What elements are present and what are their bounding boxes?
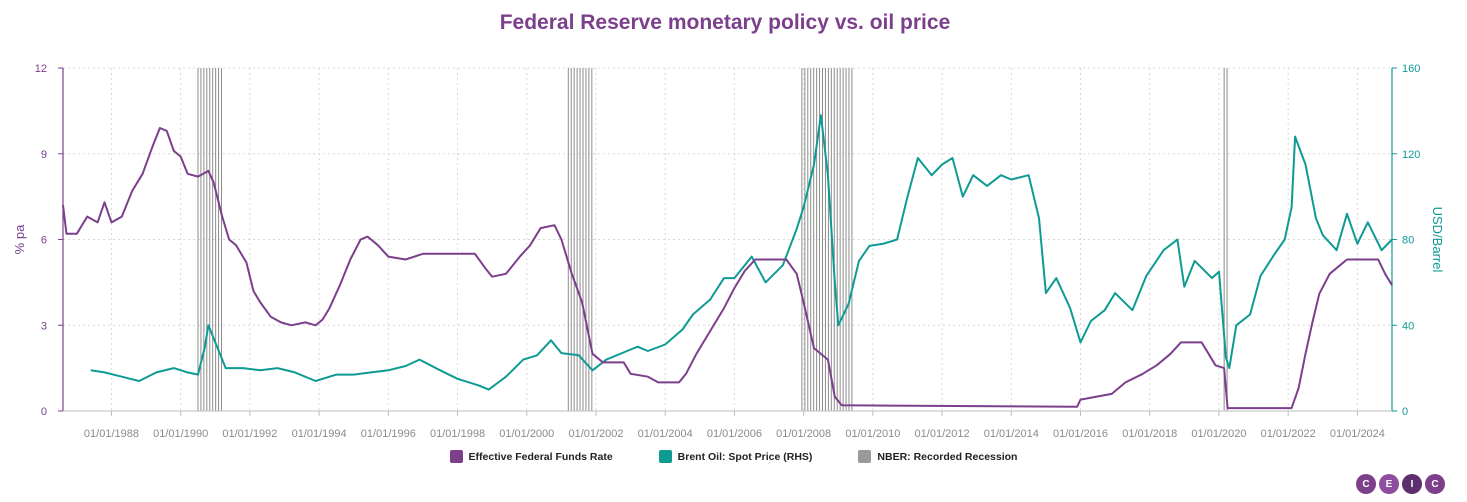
x-tick-label: 01/01/1990 [153, 428, 208, 440]
x-tick-label: 01/01/1992 [222, 428, 277, 440]
logo-letter: C [1356, 474, 1376, 494]
legend: Effective Federal Funds Rate Brent Oil: … [0, 450, 1467, 463]
legend-swatch-brent [658, 450, 672, 463]
y-tick-label-right: 120 [1402, 149, 1420, 161]
legend-item-fed-funds[interactable]: Effective Federal Funds Rate [449, 450, 613, 463]
x-tick-label: 01/01/1998 [430, 428, 485, 440]
x-tick-label: 01/01/1996 [361, 428, 416, 440]
legend-label-fed-funds: Effective Federal Funds Rate [468, 450, 613, 463]
y-tick-label-left: 3 [41, 320, 47, 332]
x-tick-label: 01/01/2008 [776, 428, 831, 440]
legend-swatch-fed-funds [449, 450, 463, 463]
x-tick-label: 01/01/2004 [638, 428, 693, 440]
x-tick-label: 01/01/1994 [292, 428, 347, 440]
logo-letter: E [1379, 474, 1399, 494]
ceic-logo: C E I C [1356, 474, 1445, 494]
logo-letter: I [1402, 474, 1422, 494]
x-tick-label: 01/01/2018 [1122, 428, 1177, 440]
fed-funds-rate-line [62, 127, 1393, 410]
logo-letter: C [1425, 474, 1445, 494]
y-tick-label-left: 6 [41, 235, 47, 247]
chart-title: Federal Reserve monetary policy vs. oil … [499, 11, 951, 34]
x-tick-label: 01/01/2012 [915, 428, 970, 440]
x-tick-label: 01/01/2002 [568, 428, 623, 440]
x-tick-label: 01/01/1988 [84, 428, 139, 440]
brent-oil-line [90, 114, 1393, 391]
x-tick-label: 01/01/2010 [845, 428, 900, 440]
x-tick-label: 01/01/2014 [984, 428, 1039, 440]
y-tick-label-left: 0 [41, 406, 47, 418]
x-tick-label: 01/01/2022 [1261, 428, 1316, 440]
y-axis-title-left: % pa [12, 224, 27, 254]
legend-item-brent[interactable]: Brent Oil: Spot Price (RHS) [658, 450, 813, 463]
y-tick-label-right: 160 [1402, 63, 1420, 75]
y-tick-label-left: 12 [35, 63, 47, 75]
x-tick-label: 01/01/2020 [1191, 428, 1246, 440]
y-axis-title-right: USD/Barrel [1430, 207, 1445, 273]
legend-item-recession[interactable]: NBER: Recorded Recession [858, 450, 1017, 463]
y-tick-label-left: 9 [41, 149, 47, 161]
y-tick-label-right: 40 [1402, 320, 1414, 332]
x-tick-label: 01/01/2000 [499, 428, 554, 440]
y-tick-label-right: 80 [1402, 235, 1414, 247]
legend-label-recession: NBER: Recorded Recession [877, 450, 1018, 463]
legend-swatch-recession [858, 450, 872, 463]
y-tick-label-right: 0 [1402, 406, 1408, 418]
x-tick-label: 01/01/2006 [707, 428, 762, 440]
x-tick-label: 01/01/2024 [1330, 428, 1385, 440]
x-tick-label: 01/01/2016 [1053, 428, 1108, 440]
legend-label-brent: Brent Oil: Spot Price (RHS) [677, 450, 813, 463]
